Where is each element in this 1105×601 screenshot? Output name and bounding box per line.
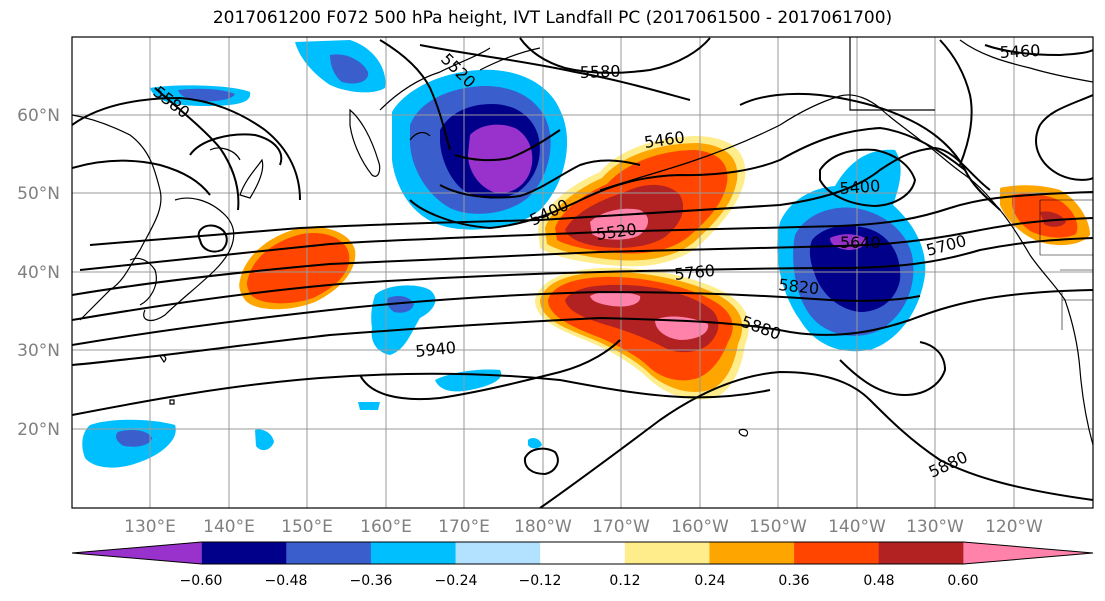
lat-tick-label: 30°N (17, 341, 60, 361)
colorbar-tick-label: 0.48 (863, 573, 894, 589)
colorbar-segment (794, 542, 880, 564)
colorbar-extend-high (963, 542, 1093, 564)
lon-tick-label: 140°W (828, 517, 886, 537)
lon-tick-label: 160°W (671, 517, 729, 537)
colorbar-tick-label: 0.60 (947, 573, 978, 589)
lon-tick-label: 150°E (281, 517, 333, 537)
contour-label: 5760 (673, 261, 715, 284)
coastlines (72, 37, 1093, 446)
colorbar-tick-label: −0.36 (350, 573, 393, 589)
negative-region-subtropical (82, 285, 542, 468)
colorbar-tick-label: −0.60 (180, 573, 223, 589)
lon-tick-label: 130°E (124, 517, 176, 537)
contour-label: 5580 (579, 62, 620, 82)
map-layers: 5460 5520 5580 5580 5460 5400 5520 5460 … (72, 37, 1093, 508)
lon-tick-label: 150°W (749, 517, 807, 537)
contour-label: 5460 (999, 41, 1041, 62)
colorbar-segment (540, 542, 626, 564)
colorbar-segment (624, 542, 710, 564)
lat-tick-label: 40°N (17, 263, 60, 283)
negative-region-kamchatka (150, 40, 568, 230)
colorbar-tick-label: −0.48 (265, 573, 308, 589)
lon-tick-label: 180°W (514, 517, 572, 537)
lat-tick-label: 60°N (17, 106, 60, 126)
colorbar-tick-label: 0.24 (694, 573, 725, 589)
lon-tick-label: 120°W (985, 517, 1043, 537)
lon-tick-label: 140°E (203, 517, 255, 537)
colorbar-segment (286, 542, 372, 564)
colorbar-tick-label: 0.36 (778, 573, 809, 589)
longitude-labels: 130°E 140°E 150°E 160°E 170°E 180°W 170°… (124, 517, 1043, 537)
map-frame (71, 36, 1094, 509)
latitude-labels: 60°N 50°N 40°N 30°N 20°N (17, 106, 60, 440)
colorbar-segment (201, 542, 287, 564)
colorbar-segment (878, 542, 964, 564)
colorbar-outline (71, 541, 1094, 565)
ivt-shading (82, 40, 1090, 468)
lat-tick-label: 20°N (17, 420, 60, 440)
positive-region-central-north (538, 136, 746, 267)
contour-label: 5820 (778, 275, 820, 298)
colorbar (71, 541, 1094, 565)
contour-label: 5400 (839, 176, 881, 198)
figure-title: 2017061200 F072 500 hPa height, IVT Land… (212, 8, 893, 28)
lon-tick-label: 170°E (438, 517, 490, 537)
colorbar-tick-label: 0.12 (609, 573, 640, 589)
height-contours (72, 37, 1093, 508)
positive-region-central-south (535, 267, 749, 400)
colorbar-labels: −0.60 −0.48 −0.36 −0.24 −0.12 0.12 0.24 … (180, 573, 979, 589)
contour-label: 5640 (840, 233, 881, 252)
lon-tick-label: 130°W (906, 517, 964, 537)
colorbar-segment (455, 542, 541, 564)
contour-5880-left (72, 372, 771, 416)
colorbar-tick-label: −0.24 (435, 573, 478, 589)
colorbar-extend-low (72, 542, 202, 564)
lon-tick-label: 170°W (592, 517, 650, 537)
colorbar-tick-label: −0.12 (519, 573, 562, 589)
political-boundaries (1039, 199, 1093, 330)
gridlines (72, 37, 1093, 508)
lon-tick-label: 160°E (360, 517, 412, 537)
colorbar-segment (370, 542, 457, 564)
lat-tick-label: 50°N (17, 184, 60, 204)
contour-label: 5940 (414, 338, 456, 361)
colorbar-segment (709, 542, 795, 564)
